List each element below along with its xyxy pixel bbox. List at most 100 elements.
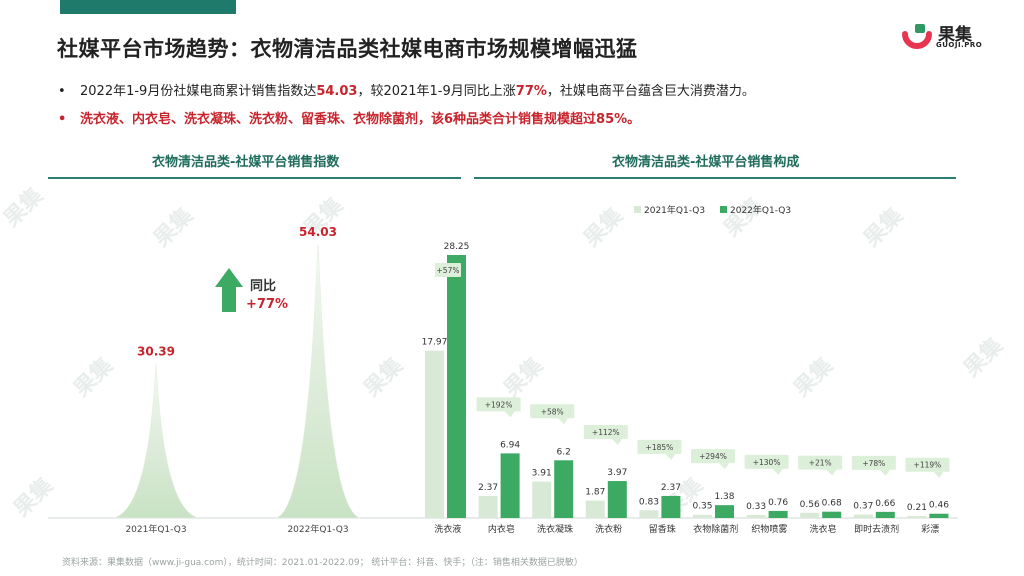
growth-label: +112% — [592, 428, 620, 437]
bar-2021 — [639, 510, 659, 518]
data-label: 0.56 — [800, 500, 820, 510]
bullet-1-text-end: ，社媒电商平台蕴含巨大消费潜力。 — [546, 84, 755, 99]
sales-index-chart: 30.39 2021年Q1-Q3 54.03 2022年Q1-Q3 同比 +77% — [48, 225, 460, 535]
data-label: 2.37 — [478, 483, 498, 493]
bar-2022 — [822, 511, 842, 518]
bar-2021 — [585, 500, 605, 518]
left-chart-divider — [48, 177, 461, 179]
up-arrow-icon — [215, 268, 243, 312]
bullet-1-value: 54.03 — [316, 84, 358, 99]
growth-badge — [583, 425, 628, 440]
growth-label: +58% — [541, 407, 564, 416]
right-chart-title: 衣物清洁品类-社媒平台销售构成 — [612, 155, 800, 170]
bar-2022 — [875, 511, 895, 518]
x-tick-label: 2021年Q1-Q3 — [125, 523, 186, 535]
growth-label: 同比 — [250, 278, 276, 294]
growth-badge — [851, 455, 896, 470]
bullet-point-1: • 2022年1-9月份社媒电商累计销售指数达54.03，较2021年1-9月同比… — [58, 84, 755, 99]
data-label: 30.39 — [137, 344, 175, 358]
bar-2021 — [800, 512, 820, 518]
bar-2021 — [425, 350, 444, 518]
growth-badge-pointer — [504, 411, 515, 418]
x-tick-label: 即时去渍剂 — [854, 523, 899, 535]
bar-2021 — [746, 514, 766, 518]
data-label: 0.83 — [639, 497, 659, 507]
growth-badge — [744, 454, 789, 469]
data-label: 28.25 — [444, 242, 470, 252]
x-tick-label: 彩漂 — [921, 523, 939, 535]
growth-badge — [691, 449, 735, 464]
data-label: 54.03 — [299, 225, 337, 239]
growth-label: +21% — [809, 459, 832, 468]
data-label: 0.35 — [692, 502, 712, 512]
bar-2022 — [929, 513, 949, 518]
growth-badge-pointer — [772, 468, 783, 475]
legend-label: 2022年Q1-Q3 — [730, 204, 791, 216]
bullet-1-growth: 77% — [515, 84, 547, 99]
data-label: 0.76 — [768, 498, 788, 508]
bar-2021 — [532, 481, 552, 518]
growth-badge — [435, 263, 461, 277]
x-tick-label: 2022年Q1-Q3 — [287, 523, 348, 535]
data-label: 0.37 — [853, 502, 873, 512]
growth-badge — [637, 439, 682, 454]
logo-text: 果集 — [938, 25, 972, 45]
bullet-point-2: • 洗衣液、内衣皂、洗衣凝珠、洗衣粉、留香珠、衣物除菌剂，该6种品类合计销售规模超… — [58, 112, 641, 127]
legend-swatch — [634, 206, 641, 213]
data-label: 6.94 — [500, 440, 520, 450]
data-label: 0.33 — [746, 502, 766, 512]
data-label: 0.66 — [875, 499, 895, 509]
bar-2022 — [768, 510, 788, 518]
growth-badge — [476, 397, 521, 412]
data-label: 3.97 — [607, 468, 627, 478]
growth-badge-pointer — [558, 418, 569, 425]
bar-2022 — [607, 481, 627, 518]
data-label: 17.97 — [422, 338, 448, 348]
growth-label: +294% — [699, 452, 727, 461]
growth-value: +77% — [246, 297, 288, 312]
growth-badge-pointer — [611, 439, 622, 446]
growth-label: +130% — [753, 458, 781, 467]
growth-badge-pointer — [665, 453, 676, 460]
data-label: 6.2 — [557, 447, 571, 457]
bar-2021 — [693, 514, 712, 518]
legend-label: 2021年Q1-Q3 — [644, 204, 705, 216]
peak-mark — [113, 364, 199, 519]
growth-badge — [530, 404, 575, 419]
growth-badge-pointer — [719, 463, 729, 470]
bar-2021 — [853, 514, 873, 518]
bar-2021 — [478, 495, 498, 518]
growth-label: +119% — [914, 461, 942, 470]
legend-swatch — [720, 206, 727, 213]
x-tick-label: 内衣皂 — [488, 523, 515, 535]
data-label: 2.37 — [661, 483, 681, 493]
bullet-2-text: 洗衣液、内衣皂、洗衣凝珠、洗衣粉、留香珠、衣物除菌剂，该6种品类合计销售规模超过… — [80, 112, 641, 127]
bar-2022 — [500, 453, 520, 518]
data-label: 0.68 — [822, 499, 842, 509]
bullet-1-text-mid: ，较2021年1-9月同比上涨 — [357, 84, 516, 99]
growth-badge-pointer — [879, 469, 890, 476]
data-label: 3.91 — [532, 469, 552, 479]
growth-badge — [798, 455, 843, 470]
data-source-footnote: 资料来源：果集数据（www.ji-gua.com），统计时间：2021.01-2… — [62, 558, 583, 568]
x-tick-label: 衣物除菌剂 — [693, 523, 738, 535]
logo-subtext: GUOJI.PRO — [936, 41, 983, 49]
data-label: 0.21 — [907, 503, 927, 513]
growth-badge — [905, 457, 950, 472]
data-label: 1.38 — [714, 492, 734, 502]
bullet-1-text: 2022年1-9月份社媒电商累计销售指数达 — [80, 84, 317, 99]
x-tick-label: 洗衣液 — [434, 523, 461, 535]
x-tick-label: 留香珠 — [649, 523, 676, 535]
top-accent-bar — [60, 0, 236, 14]
peak-mark — [275, 244, 361, 519]
page-title: 社媒平台市场趋势：衣物清洁品类社媒电商市场规模增幅迅猛 — [57, 37, 638, 61]
left-chart-title: 衣物清洁品类-社媒平台销售指数 — [152, 155, 340, 170]
growth-badge-pointer — [826, 469, 837, 476]
growth-label: +78% — [862, 459, 885, 468]
growth-badge-pointer — [933, 471, 944, 478]
data-label: 1.87 — [585, 488, 605, 498]
growth-label: +57% — [437, 266, 460, 275]
growth-label: +192% — [485, 400, 513, 409]
x-tick-label: 洗衣皂 — [809, 523, 836, 535]
bar-2022 — [447, 255, 466, 518]
